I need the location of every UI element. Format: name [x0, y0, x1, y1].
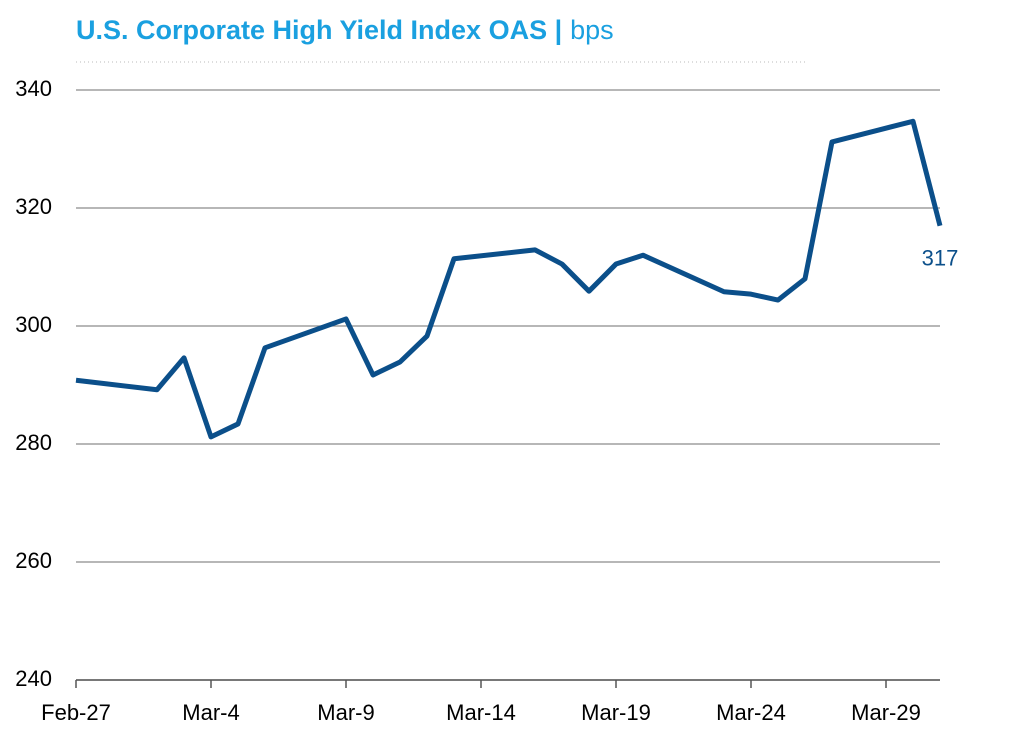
x-tick-label: Mar-19	[581, 700, 651, 725]
y-tick-label: 340	[15, 76, 52, 101]
x-tick-label: Mar-4	[182, 700, 239, 725]
x-tick-label: Mar-14	[446, 700, 516, 725]
y-tick-label: 320	[15, 194, 52, 219]
y-tick-label: 280	[15, 430, 52, 455]
title-text: U.S. Corporate High Yield Index OAS |	[76, 15, 562, 45]
data-line	[75, 118, 943, 440]
y-tick-label: 240	[15, 666, 52, 691]
y-tick-label: 300	[15, 312, 52, 337]
x-tick-label: Mar-29	[851, 700, 921, 725]
data-label: 317	[922, 246, 959, 271]
x-tick-label: Mar-24	[716, 700, 786, 725]
chart-title: U.S. Corporate High Yield Index OAS | bps	[76, 15, 614, 45]
x-tick-label: Mar-9	[317, 700, 374, 725]
y-tick-label: 260	[15, 548, 52, 573]
x-tick-label: Feb-27	[41, 700, 111, 725]
unit-text: bps	[570, 15, 614, 45]
